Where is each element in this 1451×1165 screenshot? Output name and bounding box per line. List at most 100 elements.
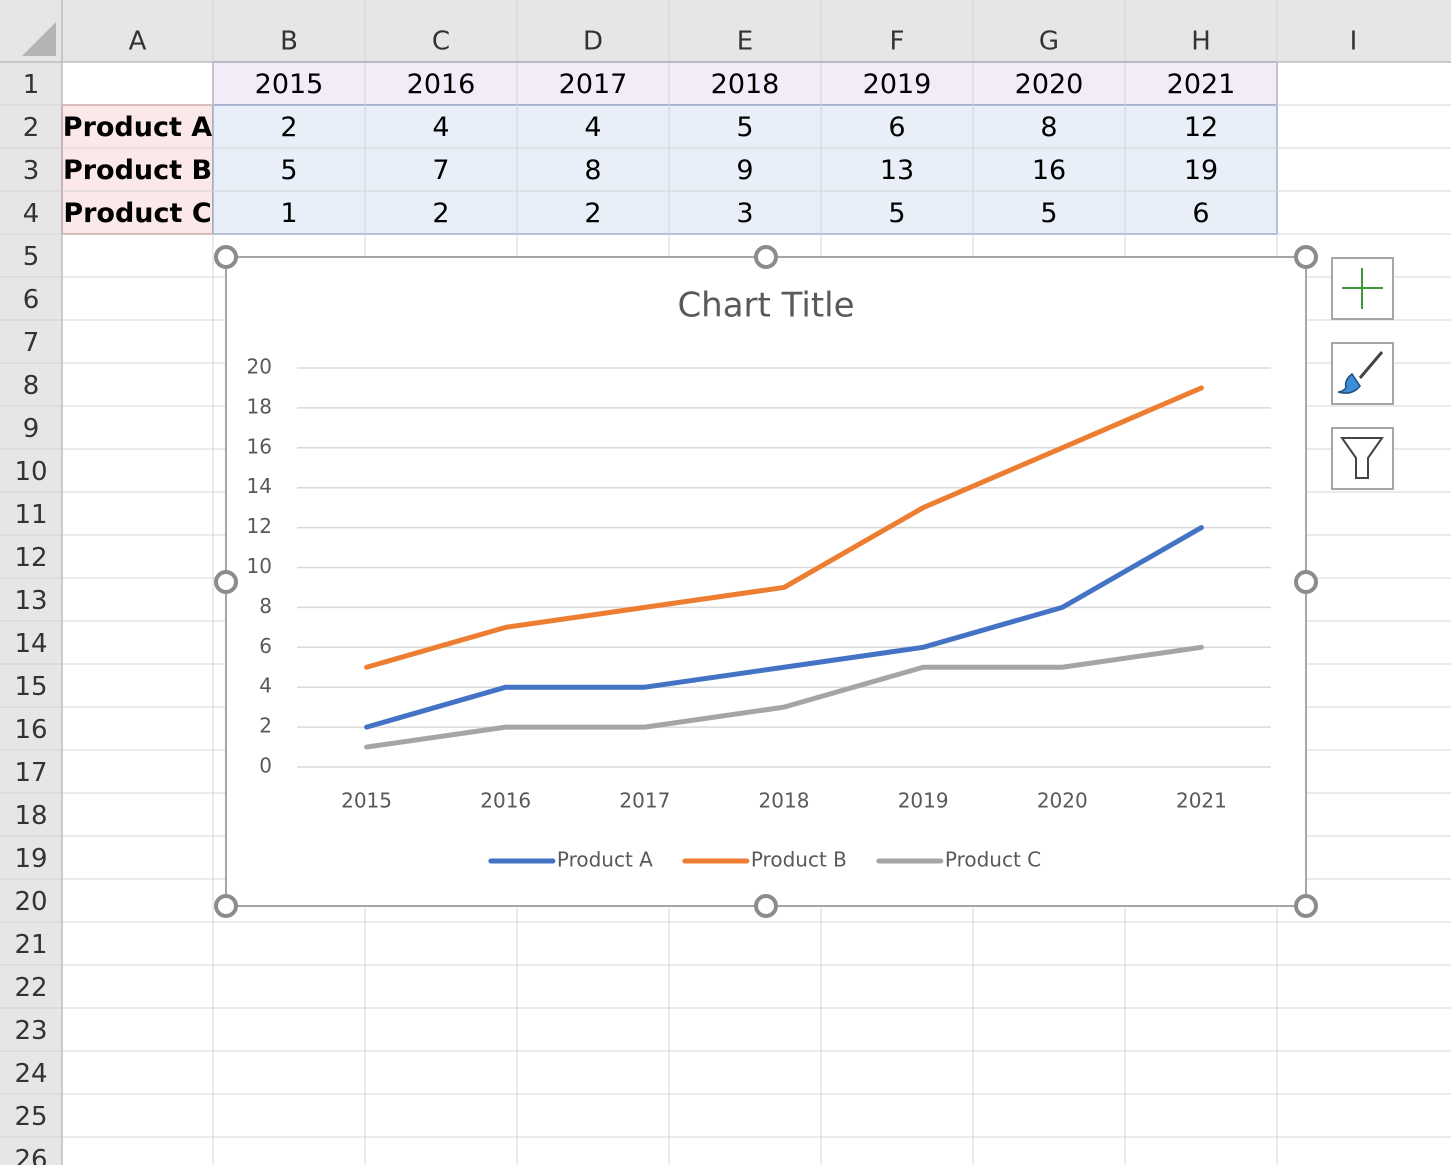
row-header[interactable]: 26 — [14, 1145, 47, 1165]
legend-label[interactable]: Product A — [557, 848, 653, 872]
row-header[interactable]: 5 — [23, 242, 40, 272]
cell[interactable]: 5 — [736, 112, 753, 143]
column-header[interactable]: G — [1039, 27, 1059, 57]
column-header[interactable]: E — [737, 27, 753, 57]
series-line — [364, 644, 1204, 750]
column-header[interactable]: H — [1191, 27, 1211, 57]
row-header[interactable]: 7 — [23, 328, 40, 358]
cell[interactable]: 19 — [1184, 155, 1218, 186]
resize-handle[interactable] — [1294, 570, 1318, 594]
brush-handle — [1358, 351, 1384, 379]
row-header[interactable]: 24 — [14, 1059, 47, 1089]
cell[interactable]: 16 — [1032, 155, 1066, 186]
row-header[interactable]: 25 — [14, 1102, 47, 1132]
cell[interactable]: 2016 — [407, 69, 476, 100]
x-tick-label: 2015 — [341, 789, 392, 813]
cell[interactable]: Product A — [63, 112, 213, 143]
cell[interactable]: 9 — [736, 155, 753, 186]
y-tick-label: 10 — [247, 554, 272, 578]
cell[interactable]: 4 — [584, 112, 601, 143]
cell[interactable]: 5 — [280, 155, 297, 186]
column-header[interactable]: C — [432, 27, 450, 57]
row-header[interactable]: 23 — [14, 1016, 47, 1046]
row-header[interactable]: 11 — [14, 500, 47, 530]
legend-label[interactable]: Product C — [945, 848, 1041, 872]
column-header[interactable]: I — [1350, 27, 1358, 57]
row-header[interactable]: 18 — [14, 801, 47, 831]
resize-handle[interactable] — [1294, 245, 1318, 269]
cell[interactable]: 5 — [888, 198, 905, 229]
cell[interactable]: 2 — [432, 198, 449, 229]
cell[interactable]: 3 — [736, 198, 753, 229]
cell[interactable]: 2 — [280, 112, 297, 143]
legend-label[interactable]: Product B — [751, 848, 847, 872]
y-tick-label: 8 — [259, 594, 272, 618]
row-header[interactable]: 13 — [14, 586, 47, 616]
y-tick-label: 4 — [259, 674, 272, 698]
cell[interactable]: Product B — [63, 155, 212, 186]
cell[interactable]: 12 — [1184, 112, 1218, 143]
row-header[interactable]: 9 — [23, 414, 40, 444]
row-header-bar — [0, 0, 62, 1165]
legend: Product A Product B Product C — [488, 848, 1041, 872]
cell[interactable]: 2021 — [1167, 69, 1236, 100]
cell[interactable]: Product C — [63, 198, 211, 229]
row-header[interactable]: 21 — [14, 930, 47, 960]
cell[interactable]: 6 — [1192, 198, 1209, 229]
cell[interactable]: 2 — [584, 198, 601, 229]
x-tick-label: 2021 — [1176, 789, 1227, 813]
resize-handle[interactable] — [754, 894, 778, 918]
cell[interactable]: 7 — [432, 155, 449, 186]
row-header[interactable]: 19 — [14, 844, 47, 874]
cell[interactable]: 13 — [880, 155, 914, 186]
row-header[interactable]: 12 — [14, 543, 47, 573]
resize-handle[interactable] — [214, 894, 238, 918]
x-tick-label: 2019 — [898, 789, 949, 813]
cell[interactable]: 2018 — [711, 69, 780, 100]
row-header[interactable]: 1 — [23, 70, 40, 100]
cell[interactable]: 1 — [280, 198, 297, 229]
resize-handle[interactable] — [1294, 894, 1318, 918]
resize-handle[interactable] — [214, 570, 238, 594]
row-header[interactable]: 20 — [14, 887, 47, 917]
column-header-bar — [0, 0, 1451, 62]
y-tick-label: 14 — [247, 474, 272, 498]
y-tick-label: 6 — [259, 634, 272, 658]
y-tick-label: 16 — [247, 434, 272, 458]
cell[interactable]: 2015 — [255, 69, 324, 100]
resize-handle[interactable] — [214, 245, 238, 269]
chart-title[interactable]: Chart Title — [677, 286, 854, 326]
row-header[interactable]: 14 — [14, 629, 47, 659]
cell[interactable]: 8 — [584, 155, 601, 186]
row-header[interactable]: 22 — [14, 973, 47, 1003]
chart[interactable]: Chart Title 0 2 4 6 8 10 12 14 16 18 20 2015 2016 201… — [214, 245, 1318, 918]
column-header[interactable]: B — [280, 27, 298, 57]
cell[interactable]: 6 — [888, 112, 905, 143]
column-header[interactable]: D — [583, 27, 603, 57]
cell[interactable]: 2017 — [559, 69, 628, 100]
row-header[interactable]: 4 — [23, 199, 40, 229]
row-header[interactable]: 10 — [14, 457, 47, 487]
select-all-triangle[interactable] — [22, 22, 56, 56]
resize-handle[interactable] — [754, 245, 778, 269]
row-header[interactable]: 17 — [14, 758, 47, 788]
cell[interactable]: 5 — [1040, 198, 1057, 229]
row-header[interactable]: 15 — [14, 672, 47, 702]
x-tick-label: 2016 — [480, 789, 531, 813]
row-header[interactable]: 2 — [23, 113, 40, 143]
cell[interactable]: 2019 — [863, 69, 932, 100]
row-header[interactable]: 16 — [14, 715, 47, 745]
y-tick-label: 12 — [247, 514, 272, 538]
column-header[interactable]: F — [890, 27, 905, 57]
cells: A B C D E F G H I1234567891011121314151617181920… — [14, 27, 1357, 1165]
y-tick-label: 18 — [247, 394, 272, 418]
row-header[interactable]: 3 — [23, 156, 40, 186]
column-header[interactable]: A — [129, 27, 147, 57]
cell[interactable]: 2020 — [1015, 69, 1084, 100]
cell[interactable]: 8 — [1040, 112, 1057, 143]
row-header[interactable]: 8 — [23, 371, 40, 401]
x-tick-label: 2020 — [1037, 789, 1088, 813]
cell[interactable]: 4 — [432, 112, 449, 143]
row-header[interactable]: 6 — [23, 285, 40, 315]
